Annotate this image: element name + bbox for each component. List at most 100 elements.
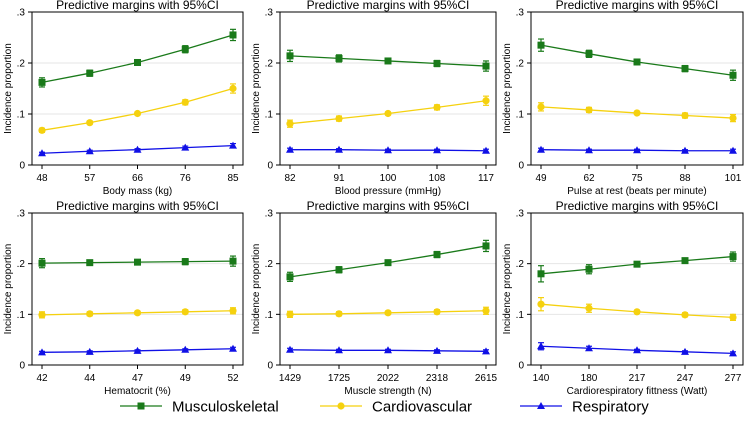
data-point bbox=[181, 143, 190, 151]
series-respiratory bbox=[537, 342, 737, 357]
x-tick-label: 2615 bbox=[475, 373, 498, 384]
data-point bbox=[384, 146, 392, 154]
series-musculoskeletal bbox=[286, 49, 490, 72]
data-point bbox=[335, 54, 343, 62]
data-point bbox=[86, 310, 94, 318]
data-point bbox=[681, 347, 689, 355]
x-tick-label: 140 bbox=[533, 373, 550, 384]
plot-frame bbox=[31, 11, 244, 166]
y-tick-label: 0 bbox=[19, 161, 25, 172]
y-tick-label: .1 bbox=[516, 310, 525, 321]
y-tick-label: .3 bbox=[265, 209, 274, 220]
data-point bbox=[335, 346, 343, 354]
data-point bbox=[585, 146, 593, 154]
data-point bbox=[681, 257, 689, 265]
plot-frame bbox=[279, 11, 497, 166]
plot-frame bbox=[279, 212, 497, 366]
x-tick-label: 1429 bbox=[279, 373, 302, 384]
series-musculoskeletal bbox=[38, 28, 237, 88]
x-axis-label: Cardiorespiratory fittness (Watt) bbox=[567, 386, 708, 397]
data-point bbox=[229, 141, 237, 149]
data-point bbox=[133, 346, 142, 354]
y-axis-label: Incidence proportion bbox=[502, 244, 513, 335]
x-tick-label: 57 bbox=[84, 173, 96, 184]
x-axis-label: Muscle strength (N) bbox=[344, 386, 431, 397]
x-tick-label: 101 bbox=[725, 173, 742, 184]
y-tick-label: .2 bbox=[17, 59, 26, 70]
y-tick-label: .3 bbox=[516, 209, 525, 220]
x-tick-label: 277 bbox=[725, 373, 742, 384]
data-point bbox=[433, 60, 441, 68]
data-point bbox=[384, 259, 392, 267]
legend-item-musculoskeletal: Musculoskeletal bbox=[120, 399, 279, 416]
x-axis-label: Pulse at rest (beats per minute) bbox=[567, 186, 707, 197]
data-point bbox=[229, 84, 237, 93]
panel-5: 0 .1 .2 .3 1429 1725 2022 2318 2615 Predictive ma… bbox=[251, 199, 498, 397]
y-axis-label: Incidence proportion bbox=[251, 43, 262, 134]
x-tick-label: 247 bbox=[677, 373, 694, 384]
series-respiratory bbox=[537, 145, 737, 154]
legend-marker bbox=[337, 402, 345, 410]
data-point bbox=[38, 259, 46, 267]
y-tick-label: .3 bbox=[17, 8, 26, 19]
x-tick-label: 49 bbox=[535, 173, 547, 184]
series-musculoskeletal bbox=[537, 38, 737, 81]
y-tick-label: .3 bbox=[17, 209, 26, 220]
series-musculoskeletal bbox=[286, 239, 490, 282]
data-point bbox=[633, 58, 641, 66]
data-point bbox=[335, 310, 343, 318]
y-tick-label: 0 bbox=[19, 361, 25, 372]
data-point bbox=[633, 109, 641, 117]
data-point bbox=[38, 348, 46, 356]
data-point bbox=[729, 313, 737, 321]
panel-title: Predictive margins with 95%CI bbox=[556, 199, 719, 213]
y-tick-label: .3 bbox=[516, 8, 525, 19]
x-tick-label: 85 bbox=[227, 173, 239, 184]
x-tick-label: 82 bbox=[284, 173, 296, 184]
data-point bbox=[181, 98, 189, 106]
data-point bbox=[633, 146, 641, 154]
x-tick-label: 49 bbox=[180, 373, 192, 384]
plot-frame bbox=[31, 212, 244, 366]
x-tick-label: 117 bbox=[478, 173, 494, 184]
y-tick-label: .1 bbox=[265, 310, 274, 321]
x-tick-label: 66 bbox=[132, 173, 144, 184]
y-axis-label: Incidence proportion bbox=[502, 43, 513, 134]
series-line bbox=[41, 87, 234, 131]
data-point bbox=[133, 309, 142, 317]
data-point bbox=[335, 114, 343, 123]
x-tick-label: 100 bbox=[380, 173, 397, 184]
y-tick-label: .1 bbox=[17, 310, 26, 321]
x-tick-label: 2318 bbox=[426, 373, 449, 384]
series-cardiovascular bbox=[38, 307, 237, 319]
data-point bbox=[86, 119, 94, 127]
data-point bbox=[482, 62, 490, 70]
y-tick-label: .1 bbox=[17, 110, 26, 121]
data-point bbox=[633, 308, 641, 316]
data-point bbox=[537, 270, 545, 278]
x-tick-label: 47 bbox=[132, 373, 144, 384]
x-tick-label: 180 bbox=[581, 373, 598, 384]
series-cardiovascular bbox=[38, 83, 237, 134]
data-point bbox=[681, 146, 689, 154]
legend: Musculoskeletal Cardiovascular Respiratory bbox=[120, 399, 649, 416]
data-point bbox=[729, 146, 737, 154]
x-tick-label: 88 bbox=[679, 173, 691, 184]
data-point bbox=[38, 149, 46, 157]
data-point bbox=[286, 145, 294, 153]
data-point bbox=[286, 273, 294, 281]
legend-label: Cardiovascular bbox=[372, 399, 472, 416]
series-line bbox=[41, 34, 234, 84]
plot-frame bbox=[530, 11, 744, 166]
data-point bbox=[86, 259, 94, 267]
y-tick-label: .2 bbox=[265, 59, 274, 70]
data-point bbox=[286, 120, 294, 128]
data-point bbox=[86, 69, 94, 77]
y-tick-label: .2 bbox=[17, 259, 26, 270]
data-point bbox=[286, 345, 294, 353]
y-tick-label: .2 bbox=[516, 259, 525, 270]
data-point bbox=[537, 342, 545, 350]
data-point bbox=[537, 103, 545, 111]
series-respiratory bbox=[286, 345, 490, 355]
y-tick-label: .3 bbox=[265, 8, 274, 19]
